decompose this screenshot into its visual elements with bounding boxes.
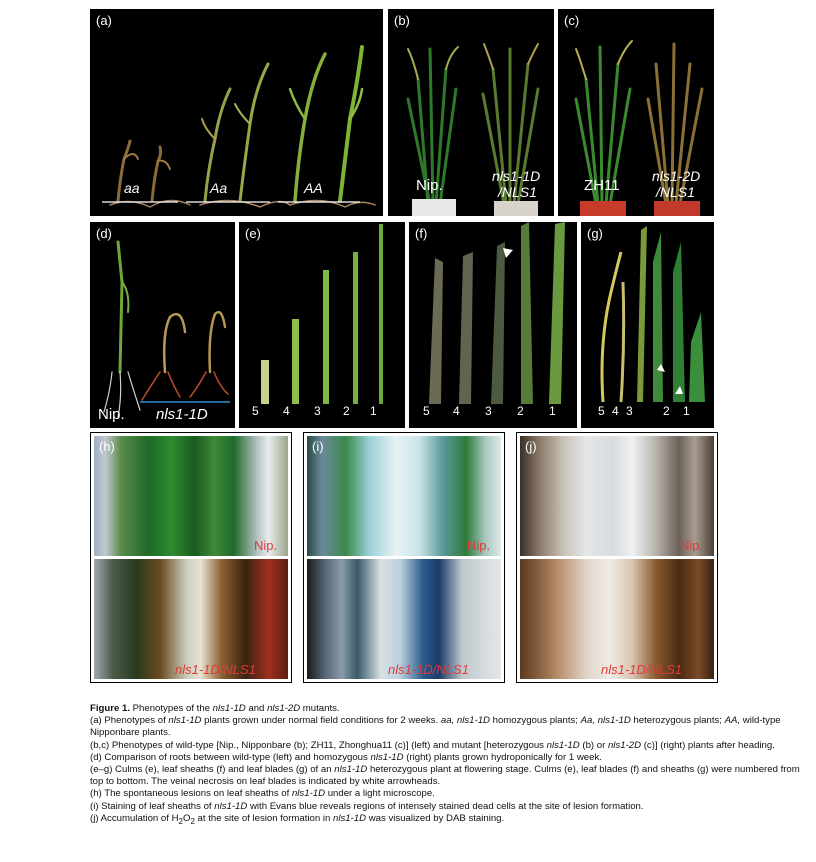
panel-i-mutant-label: nls1-1D/NLS1 <box>388 662 469 677</box>
panel-e-photo <box>261 224 383 404</box>
group-label-Aa: Aa <box>210 180 228 196</box>
panel-d-photo <box>103 240 230 418</box>
panel-b-wildtype-label: Nip. <box>416 177 443 194</box>
panel-c-mutant-label-2: /NLS1 <box>656 184 695 200</box>
panel-i-label: (i) <box>312 439 324 454</box>
panel-a-photo <box>102 45 376 208</box>
panel-g-photo <box>600 226 705 403</box>
caption-bc: (b,c) Phenotypes of wild-type [Nip., Nip… <box>90 739 775 751</box>
group-label-aa: aa <box>124 180 140 196</box>
panel-i-bottom-image <box>307 559 501 679</box>
panel-h-wildtype-label: Nip. <box>254 538 278 553</box>
panel-h: (h) Nip. nls1-1D/NLS1 <box>90 432 292 683</box>
sheath-number-3: 3 <box>485 404 492 418</box>
panel-f: (f) 5 4 3 2 1 <box>409 222 577 428</box>
blade-number-2: 2 <box>663 404 670 418</box>
panel-g-label: (g) <box>587 226 603 241</box>
panel-h-label: (h) <box>99 439 115 454</box>
panel-j-wildtype-label: Nip. <box>680 538 704 553</box>
panel-d-label: (d) <box>96 226 112 241</box>
caption-d: (d) Comparison of roots between wild-typ… <box>90 751 602 763</box>
blade-number-4: 4 <box>612 404 619 418</box>
panel-f-label: (f) <box>415 226 428 241</box>
panel-g: (g) 5 4 3 2 1 <box>581 222 714 428</box>
panel-e: (e) 5 4 3 2 1 <box>239 222 405 428</box>
panel-i: (i) Nip. nls1-1D/NLS1 <box>303 432 505 683</box>
blade-number-3: 3 <box>626 404 633 418</box>
caption-a: (a) Phenotypes of nls1-1D plants grown u… <box>90 715 781 739</box>
panel-c-label: (c) <box>564 13 580 28</box>
caption-title: Figure 1. Phenotypes of the nls1-1D and … <box>90 703 340 714</box>
figure-caption: Figure 1. Phenotypes of the nls1-1D and … <box>90 703 810 828</box>
culm-number-2: 2 <box>343 404 350 418</box>
panel-b-photo <box>406 43 540 216</box>
culm-number-3: 3 <box>314 404 321 418</box>
panel-h-top-image <box>94 436 288 556</box>
blade-number-5: 5 <box>598 404 605 418</box>
panel-b-mutant-label-1: nls1-1D <box>492 168 541 184</box>
panel-d-mutant-label: nls1-1D <box>156 406 208 423</box>
culm-number-4: 4 <box>283 404 290 418</box>
sheath-number-4: 4 <box>453 404 460 418</box>
caption-eg: (e–g) Culms (e), leaf sheaths (f) and le… <box>90 764 800 788</box>
panel-c: (c) ZH11 nls1-2D /NLS1 <box>558 9 714 216</box>
caption-i: (i) Staining of leaf sheaths of nls1-1D … <box>90 800 644 812</box>
group-label-AA: AA <box>304 180 323 196</box>
sheath-number-1: 1 <box>549 404 556 418</box>
panel-j-bottom-image <box>520 559 714 679</box>
panel-b: (b) Nip. nls1-1D /NLS1 <box>388 9 554 216</box>
panel-f-photo <box>429 222 565 404</box>
panel-h-bottom-image <box>94 559 288 679</box>
caption-j: (j) Accumulation of H2O2 at the site of … <box>90 812 505 826</box>
panel-c-mutant-label-1: nls1-2D <box>652 168 701 184</box>
panel-a-label: (a) <box>96 13 112 28</box>
panel-h-mutant-label: nls1-1D/NLS1 <box>175 662 256 677</box>
panel-b-mutant-label-2: /NLS1 <box>498 184 537 200</box>
panel-c-wildtype-label: ZH11 <box>584 177 620 194</box>
panel-i-wildtype-label: Nip. <box>467 538 491 553</box>
culm-number-5: 5 <box>252 404 259 418</box>
culm-number-1: 1 <box>370 404 377 418</box>
blade-number-1: 1 <box>683 404 690 418</box>
panel-j: (j) Nip. nls1-1D/NLS1 <box>516 432 718 683</box>
panel-a: (a) aa Aa AA <box>90 9 383 216</box>
sheath-number-5: 5 <box>423 404 430 418</box>
panel-j-mutant-label: nls1-1D/NLS1 <box>601 662 682 677</box>
panel-j-top-image <box>520 436 714 556</box>
caption-h: (h) The spontaneous lesions on leaf shea… <box>90 788 435 800</box>
panel-i-top-image <box>307 436 501 556</box>
sheath-number-2: 2 <box>517 404 524 418</box>
panel-d: (d) Nip. nls1-1D <box>90 222 235 428</box>
panel-b-label: (b) <box>394 13 410 28</box>
panel-j-label: (j) <box>525 439 537 454</box>
panel-d-wildtype-label: Nip. <box>98 406 125 423</box>
panel-e-label: (e) <box>245 226 261 241</box>
panel-c-photo <box>574 40 704 216</box>
